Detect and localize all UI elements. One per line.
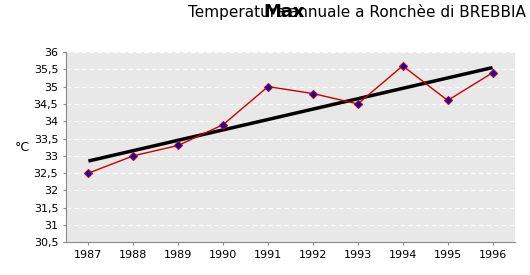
Text: annuale a Ronchèe di BREBBIA: annuale a Ronchèe di BREBBIA xyxy=(284,5,526,20)
Y-axis label: °C: °C xyxy=(15,141,30,154)
Text: Temperatura: Temperatura xyxy=(188,5,295,20)
Text: Max: Max xyxy=(263,3,305,21)
